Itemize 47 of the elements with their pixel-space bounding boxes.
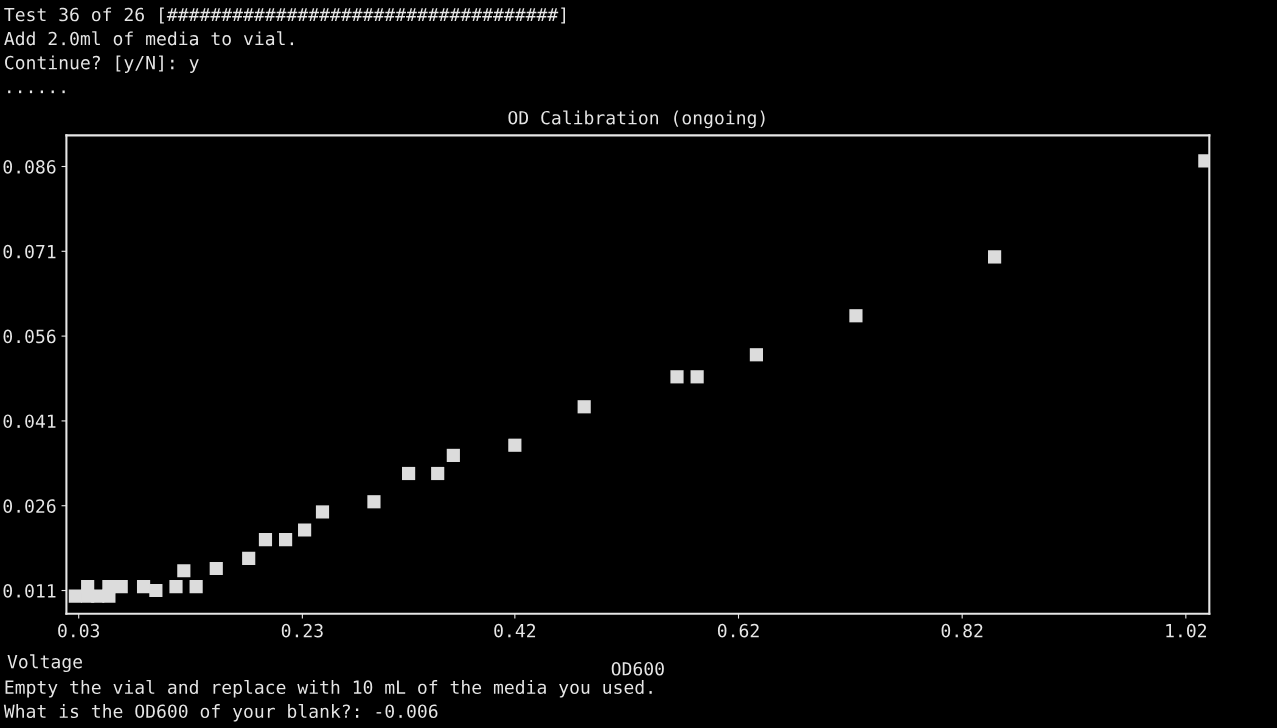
point — [1198, 154, 1210, 168]
y-tick-label: 0.086 — [3, 160, 56, 174]
point — [258, 533, 273, 547]
point — [189, 579, 203, 594]
point — [149, 583, 163, 598]
point — [68, 589, 82, 603]
text: What is the OD600 of your blank?: -0.006 — [3, 703, 438, 722]
y-tick-label: 0.056 — [3, 329, 56, 344]
text: Empty the vial and replace with 10 mL of the media you used. — [5, 679, 652, 698]
point — [670, 370, 684, 384]
point — [169, 579, 183, 594]
point — [446, 448, 460, 462]
text: Test 36 of 26 [####################################] — [4, 7, 566, 24]
y-tick-label: 0.026 — [3, 499, 56, 513]
y-tick-label: 0.071 — [3, 244, 56, 259]
x-tick-label: 0.03 — [58, 623, 100, 638]
point — [577, 400, 591, 414]
point — [315, 505, 330, 519]
point — [102, 589, 116, 603]
point — [114, 579, 128, 594]
point — [209, 561, 223, 576]
x-tick-label: 0.82 — [941, 623, 983, 638]
y-axis-title: Voltage — [7, 654, 82, 673]
point — [749, 348, 763, 362]
point — [177, 564, 191, 578]
point — [136, 579, 151, 594]
y-tick-label: 0.041 — [3, 414, 56, 429]
point — [367, 495, 381, 509]
point — [508, 438, 522, 452]
point — [279, 533, 293, 547]
text: Add 2.0ml of media to vial. — [4, 31, 293, 46]
text: ...... — [8, 90, 65, 94]
x-tick-label: 1.02 — [1166, 623, 1207, 638]
chart-title: OD Calibration (ongoing) — [508, 110, 765, 129]
point — [431, 466, 445, 481]
y-tick-label: 0.011 — [3, 584, 56, 598]
text: Continue? [y/N]: y — [5, 55, 199, 73]
point — [988, 250, 1002, 264]
x-tick-label: 0.23 — [281, 623, 323, 638]
point — [402, 466, 416, 481]
point — [242, 551, 256, 565]
point — [690, 370, 704, 384]
x-axis-title: OD600 — [611, 661, 664, 676]
point — [849, 309, 863, 323]
point — [298, 523, 312, 537]
x-tick-label: 0.42 — [494, 623, 536, 638]
x-tick-label: 0.62 — [717, 623, 759, 638]
